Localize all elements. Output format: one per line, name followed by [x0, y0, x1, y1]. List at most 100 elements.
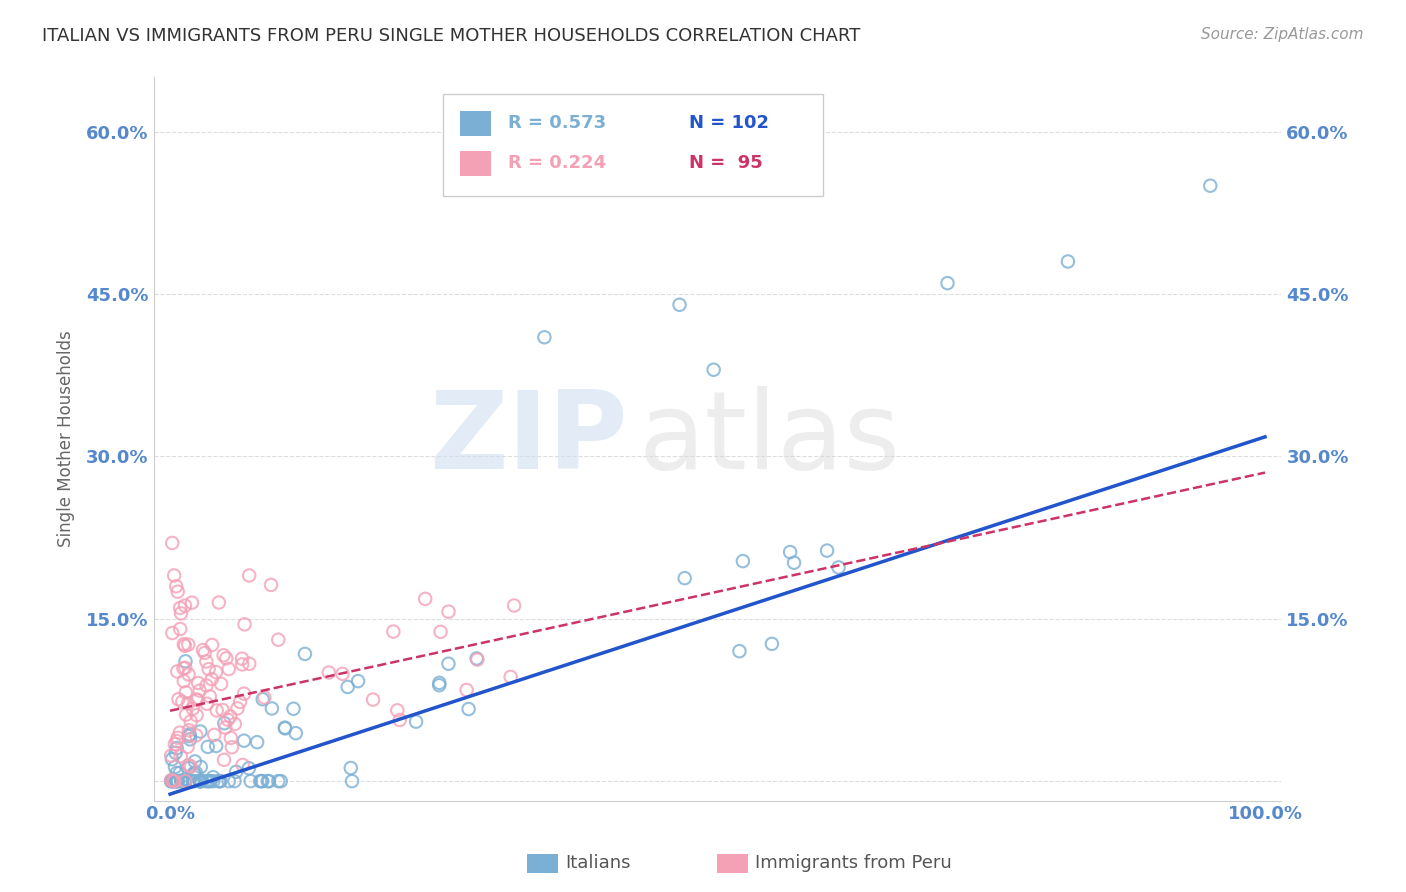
Point [181, 774, 204, 789]
Point [169, 601, 191, 615]
Point [361, 692, 384, 706]
Point [347, 674, 370, 689]
Point [197, 662, 219, 676]
Point [187, 676, 209, 690]
Point [167, 774, 190, 789]
Text: R = 0.573: R = 0.573 [508, 114, 606, 132]
Point [218, 774, 240, 789]
Point [190, 774, 212, 789]
Point [232, 758, 254, 772]
Point [188, 774, 211, 789]
Point [174, 654, 197, 668]
Point [183, 774, 205, 789]
Point [260, 701, 283, 715]
Point [184, 765, 207, 780]
Point [339, 761, 361, 775]
Point [221, 740, 243, 755]
Point [170, 607, 193, 621]
Text: N = 102: N = 102 [689, 114, 769, 132]
Point [218, 662, 240, 676]
Point [163, 774, 186, 789]
Point [229, 695, 252, 709]
Point [180, 714, 202, 729]
Point [779, 545, 801, 559]
Point [163, 760, 186, 774]
Point [174, 707, 197, 722]
Point [194, 646, 217, 660]
Point [190, 774, 212, 789]
Point [186, 708, 208, 723]
Point [226, 701, 249, 715]
Point [467, 652, 489, 666]
Point [186, 692, 208, 706]
Point [169, 765, 191, 780]
Point [160, 774, 183, 789]
Point [267, 774, 290, 789]
Point [195, 655, 218, 669]
Point [225, 764, 247, 779]
Point [174, 774, 197, 789]
Point [165, 746, 187, 760]
Point [188, 774, 211, 789]
Point [465, 651, 488, 665]
Text: N =  95: N = 95 [689, 154, 762, 172]
Point [427, 676, 450, 690]
Point [456, 683, 478, 698]
Point [190, 760, 212, 774]
Point [250, 774, 273, 789]
Point [163, 774, 186, 789]
Point [163, 737, 186, 751]
Point [166, 731, 188, 745]
Point [183, 766, 205, 780]
Point [188, 724, 211, 739]
Point [179, 774, 201, 789]
Point [160, 773, 183, 788]
Point [165, 774, 187, 789]
Point [340, 774, 363, 789]
Point [183, 767, 205, 781]
Point [212, 648, 235, 663]
Point [318, 665, 340, 680]
Point [170, 774, 193, 789]
Point [200, 774, 222, 789]
Point [274, 721, 297, 735]
Point [172, 774, 194, 789]
Point [179, 732, 201, 747]
Point [499, 670, 522, 684]
Point [195, 697, 218, 711]
Point [166, 774, 188, 789]
Point [174, 639, 197, 653]
Point [179, 727, 201, 741]
Point [169, 725, 191, 739]
Point [170, 773, 193, 788]
Point [209, 774, 232, 789]
Point [208, 774, 231, 789]
Point [224, 717, 246, 731]
Point [219, 731, 242, 745]
Point [274, 722, 297, 736]
Point [201, 638, 224, 652]
Point [160, 774, 183, 789]
Point [533, 330, 555, 344]
Point [252, 692, 274, 706]
Point [205, 665, 228, 679]
Point [761, 637, 783, 651]
Point [202, 728, 225, 742]
Point [668, 298, 690, 312]
Point [224, 774, 246, 789]
Point [231, 651, 253, 665]
Point [233, 733, 256, 747]
Point [294, 647, 316, 661]
Point [166, 766, 188, 780]
Point [233, 687, 256, 701]
Point [184, 755, 207, 769]
Point [205, 703, 228, 717]
Point [239, 774, 262, 789]
Point [257, 774, 280, 789]
Point [173, 637, 195, 651]
Point [186, 728, 208, 742]
Point [382, 624, 405, 639]
Point [815, 543, 838, 558]
Point [413, 591, 436, 606]
Y-axis label: Single Mother Households: Single Mother Households [58, 331, 75, 548]
